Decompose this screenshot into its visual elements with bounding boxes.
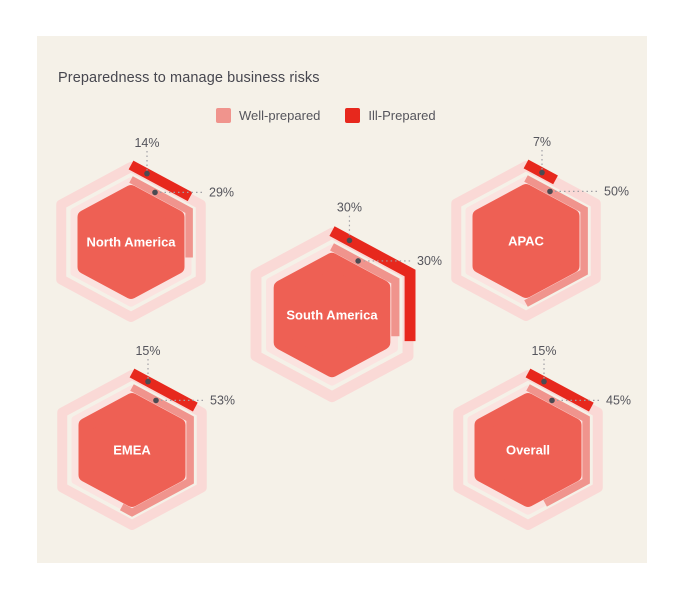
hex-gauge-svg-apac: APAC 7% 50% <box>449 135 629 324</box>
ill-prepared-value-label: 15% <box>531 344 556 358</box>
leader-dot-well <box>549 397 555 404</box>
region-label: North America <box>86 235 176 250</box>
well-prepared-value-label: 50% <box>604 185 629 199</box>
outer-ring-track <box>56 162 206 322</box>
ill-prepared-value-label: 30% <box>337 200 362 214</box>
well-prepared-value-label: 45% <box>606 394 631 408</box>
center-hexagon <box>78 393 186 507</box>
well-prepared-segment <box>70 383 194 517</box>
ill-prepared-segment <box>248 224 416 406</box>
outer-ring-track <box>453 370 603 530</box>
well-prepared-value-label: 29% <box>209 186 234 200</box>
hex-gauge-svg-overall: Overall 15% 45% <box>451 344 631 533</box>
region-label: Overall <box>506 443 550 458</box>
leader-dot-ill <box>539 169 545 176</box>
hex-gauge-svg-north-america: North America 14% 29% <box>54 136 234 325</box>
center-hexagon <box>474 393 582 507</box>
outer-ring-track <box>451 161 601 321</box>
ill-prepared-swatch <box>345 108 361 123</box>
ill-prepared-value-label: 14% <box>134 136 159 150</box>
well-prepared-segment <box>69 175 193 309</box>
hex-gauge-emea: EMEA 15% 53% <box>7 305 257 555</box>
hex-gauge-south-america: South America 30% 30% <box>207 170 457 420</box>
well-prepared-value-label: 53% <box>210 394 235 408</box>
region-label: EMEA <box>113 443 151 458</box>
center-hexagon <box>273 252 391 378</box>
well-prepared-segment <box>264 242 400 388</box>
well-prepared-value-label: 30% <box>417 254 442 268</box>
legend-label-well-prepared: Well-prepared <box>239 108 321 123</box>
ill-prepared-value-label: 7% <box>533 135 551 149</box>
well-prepared-segment <box>466 383 590 517</box>
outer-ring-track <box>57 370 207 530</box>
region-label: South America <box>286 308 378 323</box>
leader-dot-well <box>355 258 361 264</box>
chart-title: Preparedness to manage business risks <box>58 70 320 86</box>
well-prepared-segment <box>464 174 588 308</box>
ill-prepared-value-label: 15% <box>135 344 160 358</box>
leader-dot-well <box>153 397 159 404</box>
hex-gauge-svg-emea: EMEA 15% 53% <box>55 344 235 533</box>
legend-item-well-prepared: Well-prepared <box>216 108 320 123</box>
well-prepared-swatch <box>216 108 231 123</box>
legend: Well-prepared Ill-Prepared <box>216 108 436 123</box>
leader-dot-ill <box>145 378 151 385</box>
center-hexagon <box>472 184 580 298</box>
leader-dot-well <box>152 189 158 196</box>
legend-label-ill-prepared: Ill-Prepared <box>368 108 436 123</box>
leader-dot-ill <box>346 237 353 244</box>
region-label: APAC <box>508 234 544 249</box>
hex-gauge-apac: APAC 7% 50% <box>401 96 651 346</box>
hex-gauge-north-america: North America 14% 29% <box>6 97 256 347</box>
leader-dot-ill <box>541 378 547 385</box>
leader-dot-well <box>547 188 553 195</box>
hex-gauge-svg-south-america: South America 30% 30% <box>248 200 442 406</box>
hex-gauge-overall: Overall 15% 45% <box>403 305 653 555</box>
legend-item-ill-prepared: Ill-Prepared <box>345 108 436 123</box>
center-hexagon <box>77 185 185 299</box>
leader-dot-ill <box>144 170 150 177</box>
